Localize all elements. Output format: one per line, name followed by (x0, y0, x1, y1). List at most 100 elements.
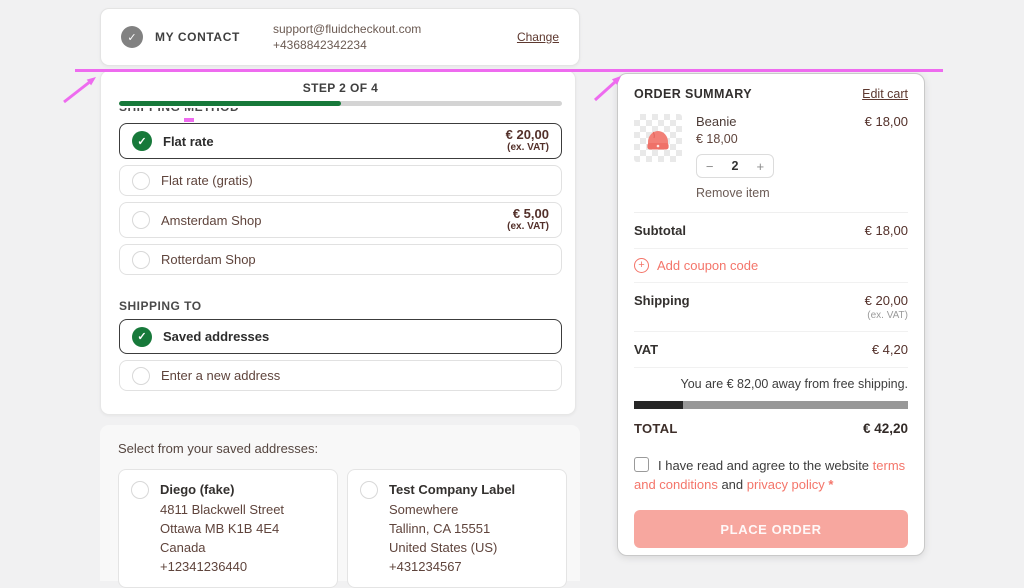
terms-agreement: I have read and agree to the website ter… (634, 456, 908, 494)
free-shipping-message: You are € 82,00 away from free shipping. (680, 377, 908, 391)
cart-item-row: Beanie € 18,00 − 2 + Remove item € 18,00 (634, 114, 908, 213)
free-shipping-progress-fill (634, 401, 684, 409)
place-order-button[interactable]: PLACE ORDER (634, 510, 908, 548)
address-line: 4811 Blackwell Street (160, 502, 285, 517)
option-price: € 5,00 (ex. VAT) (507, 207, 549, 233)
contact-email: support@fluidcheckout.com (273, 22, 422, 36)
step-progress-fill (119, 101, 341, 106)
beanie-icon (647, 131, 669, 150)
price-note: (ex. VAT) (507, 142, 549, 153)
plus-circle-icon: + (634, 258, 649, 273)
radio-checked-icon: ✓ (132, 326, 152, 347)
option-label: Flat rate (gratis) (161, 173, 253, 188)
option-label: Enter a new address (161, 368, 281, 383)
annotation-arrow-icon (63, 77, 96, 104)
price-amount: € 20,00 (505, 127, 549, 142)
address-line: Canada (160, 540, 206, 555)
agree-text: and (717, 477, 747, 492)
quantity-value: 2 (731, 159, 739, 173)
cart-item-line-total: € 18,00 (864, 114, 908, 129)
address-card-test-company[interactable]: Test Company Label Somewhere Tallinn, CA… (347, 469, 567, 588)
checkout-step-card: STEP 2 OF 4 SHIPPING METHOD ✓ Flat rate … (100, 70, 576, 415)
shipping-method-option-flat-rate-gratis[interactable]: Flat rate (gratis) (119, 165, 562, 196)
vat-row: VAT € 4,20 (634, 332, 908, 368)
address-card-diego[interactable]: Diego (fake) 4811 Blackwell Street Ottaw… (118, 469, 338, 588)
subtotal-value: € 18,00 (864, 223, 908, 238)
radio-unchecked-icon (131, 481, 149, 499)
shipping-value: € 20,00 (ex. VAT) (864, 293, 908, 321)
shipping-method-option-amsterdam-shop[interactable]: Amsterdam Shop € 5,00 (ex. VAT) (119, 202, 562, 238)
terms-conditions-link[interactable]: terms and conditions (634, 458, 906, 492)
product-image-beanie (634, 114, 682, 162)
cart-item-name: Beanie (696, 114, 737, 129)
quantity-decrease-button[interactable]: − (697, 160, 722, 173)
address-name: Test Company Label (389, 482, 516, 497)
shipping-row: Shipping € 20,00 (ex. VAT) (634, 283, 908, 332)
order-summary-title: ORDER SUMMARY (634, 87, 752, 101)
vat-value: € 4,20 (871, 342, 908, 357)
radio-unchecked-icon (360, 481, 378, 499)
required-asterisk: * (828, 477, 834, 492)
address-name: Diego (fake) (160, 482, 235, 497)
quantity-stepper[interactable]: − 2 + (696, 154, 774, 178)
step-progress-track (119, 101, 562, 106)
privacy-policy-link[interactable]: privacy policy (746, 477, 825, 492)
contact-phone: +4368842342234 (273, 38, 367, 52)
annotation-dash-mark (184, 118, 194, 122)
option-label: Saved addresses (163, 329, 270, 344)
cart-item-unit-price: € 18,00 (696, 132, 738, 146)
total-value: € 42,20 (862, 421, 908, 436)
shipping-label: Shipping (634, 293, 690, 308)
order-summary-header: ORDER SUMMARY Edit cart (634, 87, 908, 101)
address-line: Somewhere (389, 502, 459, 517)
saved-addresses-heading: Select from your saved addresses: (118, 441, 319, 456)
shipping-to-option-new-address[interactable]: Enter a new address (119, 360, 562, 391)
saved-addresses-list: Diego (fake) 4811 Blackwell Street Ottaw… (118, 469, 567, 588)
saved-addresses-section: Select from your saved addresses: Diego … (100, 425, 580, 588)
change-contact-link[interactable]: Change (516, 30, 559, 44)
remove-item-link[interactable]: Remove item (696, 186, 770, 200)
shipping-method-option-rotterdam-shop[interactable]: Rotterdam Shop (119, 244, 562, 275)
address-phone: +431234567 (389, 559, 462, 574)
shipping-to-option-saved-addresses[interactable]: ✓ Saved addresses (119, 319, 562, 354)
shipping-method-option-flat-rate[interactable]: ✓ Flat rate € 20,00 (ex. VAT) (119, 123, 562, 159)
address-line: United States (US) (389, 540, 498, 555)
option-label: Rotterdam Shop (161, 252, 256, 267)
add-coupon-link[interactable]: + Add coupon code (634, 249, 908, 283)
vat-label: VAT (634, 342, 659, 357)
order-summary-card: ORDER SUMMARY Edit cart Beanie € 18,00 −… (617, 73, 925, 556)
address-phone: +12341236440 (160, 559, 248, 574)
shipping-to-heading: SHIPPING TO (119, 299, 202, 313)
quantity-increase-button[interactable]: + (748, 160, 773, 173)
radio-unchecked-icon (132, 366, 150, 385)
add-coupon-label: Add coupon code (657, 258, 759, 273)
radio-unchecked-icon (132, 250, 150, 269)
radio-unchecked-icon (132, 171, 150, 190)
address-line: Tallinn, CA 15551 (389, 521, 491, 536)
total-label: TOTAL (634, 421, 678, 436)
free-shipping-progress-track (634, 401, 908, 409)
option-label: Flat rate (163, 133, 214, 149)
option-label: Amsterdam Shop (161, 212, 262, 228)
contact-section-title: MY CONTACT (155, 30, 240, 44)
shipping-method-heading-clipped: SHIPPING METHOD (119, 108, 562, 117)
radio-checked-icon: ✓ (132, 131, 152, 151)
price-note: (ex. VAT) (507, 221, 549, 232)
address-line: Ottawa MB K1B 4E4 (160, 521, 280, 536)
check-circle-icon: ✓ (121, 26, 143, 48)
total-row: TOTAL € 42,20 (634, 409, 908, 446)
edit-cart-link[interactable]: Edit cart (862, 87, 908, 101)
contact-details: support@fluidcheckout.com +4368842342234 (273, 21, 517, 53)
address-details: Diego (fake) 4811 Blackwell Street Ottaw… (160, 481, 284, 576)
price-amount: € 5,00 (512, 206, 549, 221)
agree-text: I have read and agree to the website (658, 458, 873, 473)
shipping-vat-note: (ex. VAT) (867, 310, 908, 321)
terms-checkbox[interactable] (634, 457, 649, 472)
contact-summary-card: ✓ MY CONTACT support@fluidcheckout.com +… (100, 8, 580, 66)
annotation-horizontal-line (75, 69, 943, 72)
cart-item-details: Beanie € 18,00 − 2 + Remove item (696, 114, 865, 200)
address-details: Test Company Label Somewhere Tallinn, CA… (389, 481, 515, 576)
radio-unchecked-icon (132, 211, 150, 229)
step-indicator: STEP 2 OF 4 (302, 81, 379, 95)
subtotal-label: Subtotal (634, 223, 686, 238)
